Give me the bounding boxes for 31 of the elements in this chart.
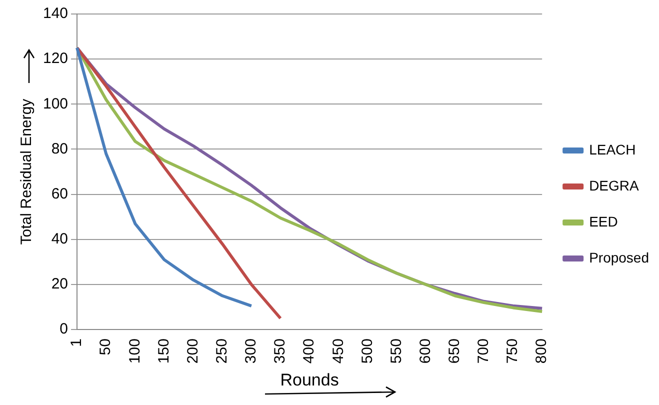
- x-tick-label: 200: [184, 338, 202, 364]
- y-tick-label: 120: [42, 50, 68, 68]
- y-tick-label: 0: [60, 320, 68, 338]
- x-tick-label: 500: [358, 338, 376, 364]
- y-tick-label: 100: [42, 95, 68, 112]
- x-tick-label: 100: [126, 338, 144, 364]
- x-tick-label: 700: [475, 338, 492, 364]
- x-tick-label: 400: [300, 338, 318, 364]
- legend-label: LEACH: [589, 141, 636, 158]
- y-tick-label: 60: [51, 185, 68, 202]
- x-tick-label: 350: [272, 338, 289, 364]
- y-tick-label: 80: [51, 140, 68, 158]
- x-tick-label: 600: [416, 338, 434, 364]
- x-tick-label: 650: [446, 338, 464, 364]
- x-tick-label: 450: [330, 338, 347, 364]
- x-tick-label: 150: [155, 338, 172, 364]
- y-tick-label: 20: [51, 276, 68, 293]
- x-tick-label: 250: [213, 338, 230, 364]
- x-tick-label: 800: [533, 338, 550, 364]
- x-tick-label: 550: [388, 338, 405, 364]
- legend-label: DEGRA: [589, 177, 640, 194]
- legend-label: Proposed: [589, 249, 650, 266]
- x-tick-label: 300: [242, 338, 260, 364]
- x-axis-title: Rounds: [280, 370, 339, 390]
- y-tick-label: 140: [42, 5, 68, 22]
- legend-label: EED: [589, 213, 618, 230]
- x-tick-label: 1: [68, 338, 86, 347]
- y-axis-title: Total Residual Energy: [18, 98, 36, 245]
- x-tick-label: 750: [504, 338, 522, 364]
- x-tick-label: 50: [97, 338, 114, 356]
- y-tick-label: 40: [51, 230, 68, 248]
